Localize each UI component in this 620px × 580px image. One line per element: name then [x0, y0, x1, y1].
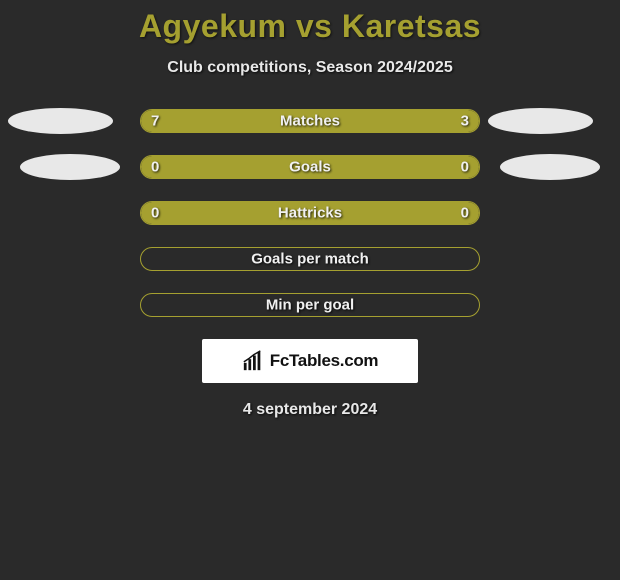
stat-name: Goals per match: [251, 251, 369, 268]
player-left-ellipse-2: [20, 154, 120, 180]
stat-row: Min per goal: [140, 293, 480, 317]
player-left-ellipse-1: [8, 108, 113, 134]
stat-value-left: 0: [151, 205, 159, 222]
date-label: 4 september 2024: [0, 401, 620, 419]
player-right-ellipse-1: [488, 108, 593, 134]
subtitle: Club competitions, Season 2024/2025: [0, 59, 620, 77]
stat-name: Min per goal: [266, 297, 354, 314]
stat-name: Matches: [280, 113, 340, 130]
stat-value-right: 0: [461, 159, 469, 176]
stat-fill-left: [141, 110, 378, 132]
bars-icon: [242, 350, 264, 372]
content-area: 7 Matches 3 0 Goals 0 0 Hattricks 0 Goal…: [0, 109, 620, 419]
stat-name: Hattricks: [278, 205, 342, 222]
page-title: Agyekum vs Karetsas: [0, 8, 620, 45]
stat-name: Goals: [289, 159, 331, 176]
stat-value-right: 0: [461, 205, 469, 222]
stat-row: 0 Hattricks 0: [140, 201, 480, 225]
stat-value-left: 7: [151, 113, 159, 130]
stat-row: 7 Matches 3: [140, 109, 480, 133]
stat-value-left: 0: [151, 159, 159, 176]
player-right-ellipse-2: [500, 154, 600, 180]
branding-text: FcTables.com: [270, 351, 379, 371]
stat-value-right: 3: [461, 113, 469, 130]
stat-row: 0 Goals 0: [140, 155, 480, 179]
chart-container: Agyekum vs Karetsas Club competitions, S…: [0, 0, 620, 419]
branding-logo: FcTables.com: [202, 339, 418, 383]
stat-row: Goals per match: [140, 247, 480, 271]
